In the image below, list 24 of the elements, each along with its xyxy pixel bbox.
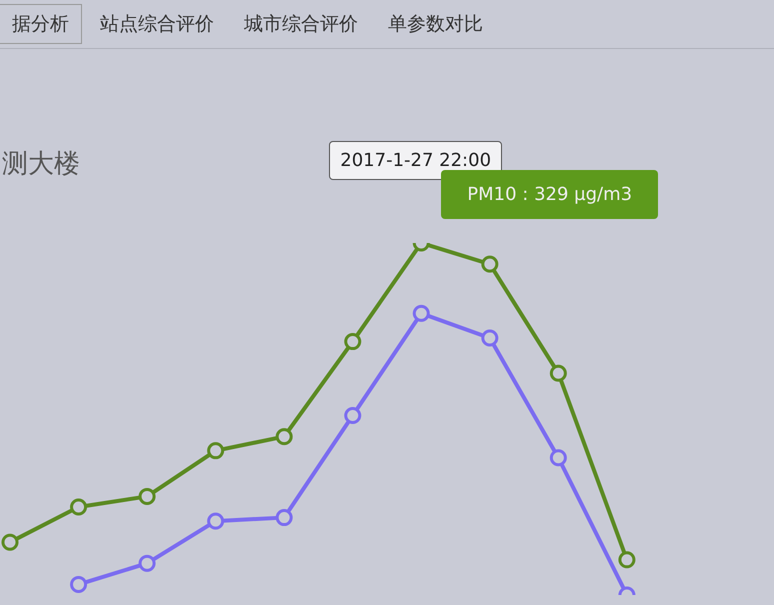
chart-title: 测大楼 <box>2 148 80 181</box>
point <box>70 576 88 593</box>
point <box>2 534 18 551</box>
point <box>344 333 362 350</box>
point <box>550 364 567 382</box>
point <box>344 406 362 424</box>
point <box>481 256 498 273</box>
text: 单参数对比 <box>387 12 484 37</box>
point <box>481 330 498 347</box>
point <box>276 509 293 526</box>
text: 据分析 <box>0 4 82 44</box>
point <box>276 428 293 446</box>
point <box>618 551 636 568</box>
point <box>138 488 156 505</box>
point <box>207 512 224 530</box>
text: 站点综合评价 <box>99 12 215 37</box>
point <box>138 554 156 572</box>
point <box>207 442 224 460</box>
text: 2017-1-27 22:00 <box>329 141 502 180</box>
text: PM10 : 329 μg/m3 <box>441 170 658 219</box>
point <box>70 498 88 516</box>
point <box>412 304 430 322</box>
point <box>550 449 567 466</box>
text: 城市综合评价 <box>243 12 359 37</box>
